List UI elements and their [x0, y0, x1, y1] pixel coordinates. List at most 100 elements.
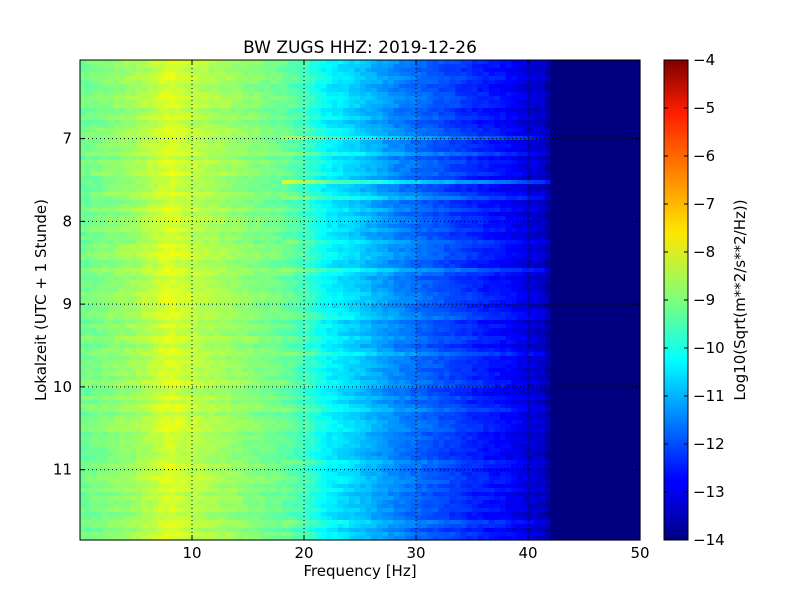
- heatmap-cell: [225, 204, 232, 209]
- heatmap-cell: [180, 128, 187, 133]
- heatmap-cell: [382, 240, 389, 245]
- heatmap-cell: [516, 104, 523, 109]
- heatmap-cell: [388, 236, 395, 241]
- heatmap-cell: [348, 80, 355, 85]
- heatmap-cell: [556, 192, 563, 197]
- heatmap-cell: [432, 208, 439, 213]
- heatmap-cell: [561, 188, 568, 193]
- heatmap-cell: [91, 76, 98, 81]
- heatmap-cell: [612, 240, 619, 245]
- heatmap-cell: [113, 84, 120, 89]
- heatmap-cell: [186, 168, 193, 173]
- heatmap-cell: [388, 208, 395, 213]
- heatmap-cell: [152, 124, 159, 129]
- heatmap-cell: [253, 92, 260, 97]
- heatmap-cell: [248, 68, 255, 73]
- heatmap-cell: [410, 148, 417, 153]
- heatmap-cell: [85, 100, 92, 105]
- heatmap-cell: [483, 168, 490, 173]
- heatmap-cell: [511, 108, 518, 113]
- heatmap-cell: [404, 188, 411, 193]
- heatmap-cell: [113, 124, 120, 129]
- heatmap-cell: [612, 232, 619, 237]
- heatmap-cell: [85, 116, 92, 121]
- heatmap-cell: [444, 256, 451, 261]
- heatmap-cell: [80, 156, 87, 161]
- heatmap-cell: [197, 244, 204, 249]
- heatmap-cell: [578, 80, 585, 85]
- heatmap-cell: [600, 152, 607, 157]
- heatmap-cell: [393, 112, 400, 117]
- heatmap-cell: [270, 60, 277, 65]
- heatmap-cell: [343, 256, 350, 261]
- heatmap-cell: [320, 80, 327, 85]
- heatmap-cell: [584, 76, 591, 81]
- heatmap-cell: [444, 208, 451, 213]
- heatmap-cell: [108, 200, 115, 205]
- heatmap-cell: [449, 228, 456, 233]
- heatmap-cell: [158, 88, 165, 93]
- heatmap-cell: [287, 184, 294, 189]
- heatmap-cell: [432, 176, 439, 181]
- heatmap-cell: [309, 220, 316, 225]
- heatmap-cell: [516, 128, 523, 133]
- heatmap-cell: [214, 168, 221, 173]
- heatmap-cell: [623, 220, 630, 225]
- heatmap-cell: [141, 224, 148, 229]
- heatmap-cell: [169, 80, 176, 85]
- heatmap-cell: [595, 248, 602, 253]
- heatmap-cell: [315, 232, 322, 237]
- heatmap-cell: [292, 236, 299, 241]
- heatmap-cell: [214, 244, 221, 249]
- heatmap-cell: [360, 72, 367, 77]
- heatmap-cell: [511, 132, 518, 137]
- heatmap-cell: [147, 104, 154, 109]
- heatmap-cell: [343, 244, 350, 249]
- heatmap-cell: [203, 224, 210, 229]
- heatmap-cell: [617, 248, 624, 253]
- heatmap-cell: [320, 100, 327, 105]
- heatmap-cell: [152, 220, 159, 225]
- heatmap-cell: [421, 244, 428, 249]
- heatmap-cell: [628, 136, 635, 141]
- heatmap-cell: [522, 244, 529, 249]
- heatmap-cell: [96, 248, 103, 253]
- heatmap-cell: [203, 72, 210, 77]
- heatmap-cell: [410, 176, 417, 181]
- heatmap-cell: [169, 144, 176, 149]
- heatmap-cell: [427, 208, 434, 213]
- heatmap-cell: [147, 96, 154, 101]
- heatmap-cell: [298, 92, 305, 97]
- heatmap-cell: [472, 72, 479, 77]
- heatmap-cell: [421, 192, 428, 197]
- heatmap-cell: [248, 156, 255, 161]
- heatmap-cell: [158, 236, 165, 241]
- heatmap-cell: [382, 124, 389, 129]
- heatmap-cell: [332, 216, 339, 221]
- heatmap-cell: [634, 64, 641, 69]
- heatmap-cell: [102, 76, 109, 81]
- heatmap-cell: [192, 116, 199, 121]
- heatmap-cell: [208, 76, 215, 81]
- heatmap-cell: [315, 136, 322, 141]
- heatmap-cell: [421, 220, 428, 225]
- heatmap-cell: [141, 192, 148, 197]
- heatmap-cell: [113, 148, 120, 153]
- heatmap-cell: [281, 164, 288, 169]
- heatmap-cell: [248, 116, 255, 121]
- heatmap-cell: [119, 132, 126, 137]
- heatmap-cell: [85, 80, 92, 85]
- heatmap-cell: [315, 160, 322, 165]
- heatmap-cell: [141, 212, 148, 217]
- heatmap-cell: [180, 164, 187, 169]
- heatmap-cell: [516, 168, 523, 173]
- heatmap-cell: [561, 184, 568, 189]
- heatmap-cell: [376, 72, 383, 77]
- heatmap-cell: [197, 240, 204, 245]
- heatmap-cell: [578, 100, 585, 105]
- heatmap-cell: [623, 128, 630, 133]
- heatmap-cell: [623, 124, 630, 129]
- heatmap-cell: [304, 140, 311, 145]
- heatmap-cell: [376, 244, 383, 249]
- heatmap-cell: [376, 64, 383, 69]
